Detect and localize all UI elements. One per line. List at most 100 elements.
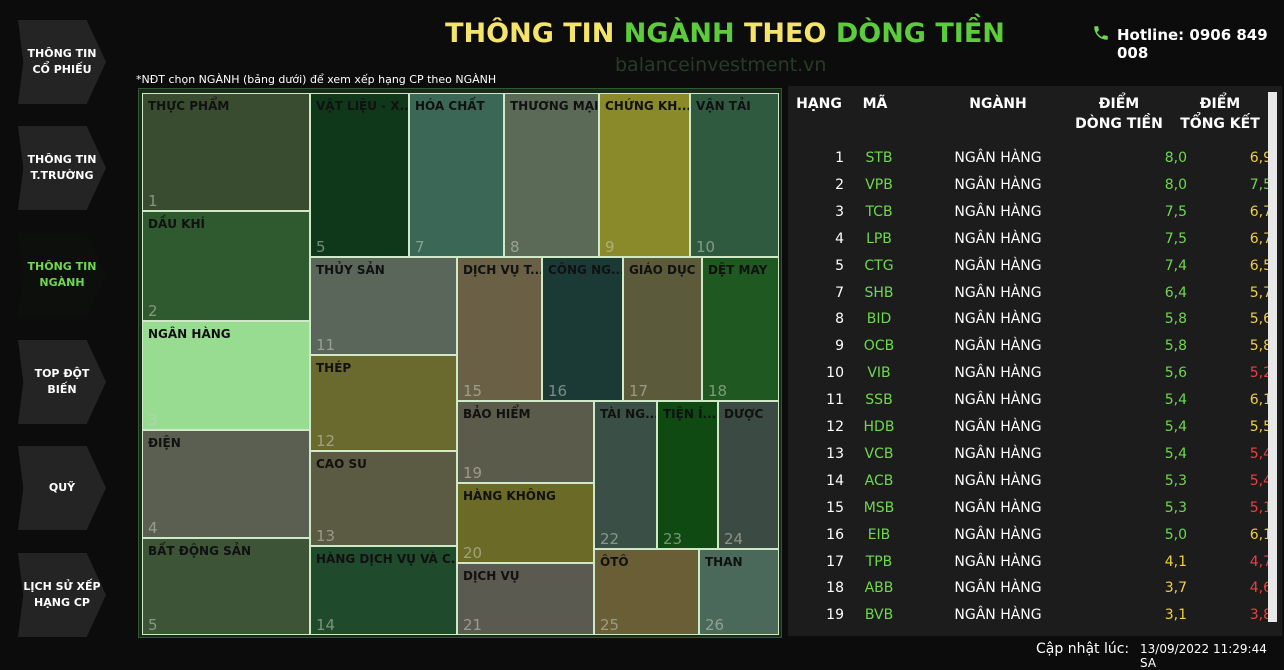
treemap-tile[interactable]: NGÂN HÀNG 3	[142, 321, 310, 430]
table-cell: VPB	[865, 176, 893, 193]
header-line: ĐIỂM	[1098, 96, 1140, 112]
treemap-tile[interactable]: DƯỢC 24	[718, 401, 779, 549]
treemap-tile[interactable]: DẦU KHÍ 2	[142, 211, 310, 321]
ranking-table: HẠNG MÃ NGÀNH ĐIỂM DÒNG TIỀN ĐIỂM TỔNG KẾT 1 STB…	[788, 86, 1282, 636]
tile-label: BẢO HIỂM	[463, 407, 531, 421]
table-cell: 5,3	[1164, 472, 1187, 489]
tile-label: THAN	[705, 555, 743, 569]
treemap-tile[interactable]: THỰC PHẨM 1	[142, 93, 310, 211]
table-cell: 4	[835, 230, 844, 247]
table-row[interactable]: 15 MSB NGÂN HÀNG 5,3 5,1	[788, 500, 1282, 522]
treemap-tile[interactable]: HÀNG DỊCH VỤ VÀ C... 14	[310, 546, 457, 635]
table-cell: 7,5	[1164, 203, 1187, 220]
table-cell: 5,6	[1249, 311, 1272, 328]
nav-item[interactable]: THÔNG TIN T.TRƯỜNG	[18, 126, 106, 210]
table-cell: OCB	[863, 338, 895, 355]
table-row[interactable]: 18 ABB NGÂN HÀNG 3,7 4,6	[788, 580, 1282, 602]
table-cell: 4,7	[1249, 553, 1272, 570]
table-cell: SSB	[865, 392, 893, 409]
table-row[interactable]: 3 TCB NGÂN HÀNG 7,5 6,7	[788, 204, 1282, 226]
tile-number: 19	[463, 464, 483, 482]
table-row[interactable]: 2 VPB NGÂN HÀNG 8,0 7,5	[788, 177, 1282, 199]
tile-number: 13	[316, 527, 336, 545]
table-row[interactable]: 11 SSB NGÂN HÀNG 5,4 6,1	[788, 392, 1282, 414]
treemap-tile[interactable]: CAO SU 13	[310, 451, 457, 546]
table-row[interactable]: 16 EIB NGÂN HÀNG 5,0 6,1	[788, 527, 1282, 549]
treemap-tile[interactable]: VẬT LIỆU - X... 5	[310, 93, 409, 257]
table-row[interactable]: 12 HDB NGÂN HÀNG 5,4 5,5	[788, 419, 1282, 441]
column-header: HẠNG	[796, 96, 842, 112]
treemap-tile[interactable]: CÔNG NG... 16	[542, 257, 623, 401]
treemap-tile[interactable]: VẬN TẢI 10	[690, 93, 779, 257]
tile-label: CHỨNG KH...	[605, 99, 690, 113]
treemap-tile[interactable]: CHỨNG KH... 9	[599, 93, 690, 257]
table-cell: 6,7	[1249, 230, 1272, 247]
tile-number: 11	[316, 336, 336, 354]
table-cell: NGÂN HÀNG	[954, 338, 1042, 355]
treemap-tile[interactable]: HÀNG KHÔNG 20	[457, 483, 594, 563]
treemap-tile[interactable]: THÉP 12	[310, 355, 457, 451]
nav-item[interactable]: QUỸ	[18, 446, 106, 530]
table-cell: NGÂN HÀNG	[954, 553, 1042, 570]
treemap-tile[interactable]: GIÁO DỤC 17	[623, 257, 702, 401]
treemap-tile[interactable]: ÔTÔ 25	[594, 549, 699, 635]
table-row[interactable]: 19 BVB NGÂN HÀNG 3,1 3,8	[788, 607, 1282, 629]
tile-label: VẬT LIỆU - X...	[316, 99, 409, 113]
nav-item[interactable]: THÔNG TIN CỔ PHIẾU	[18, 20, 106, 104]
table-row[interactable]: 9 OCB NGÂN HÀNG 5,8 5,8	[788, 338, 1282, 360]
tile-label: HÀNG DỊCH VỤ VÀ C...	[316, 552, 457, 566]
table-row[interactable]: 17 TPB NGÂN HÀNG 4,1 4,7	[788, 554, 1282, 576]
treemap-tile[interactable]: THỦY SẢN 11	[310, 257, 457, 355]
tile-label: THƯƠNG MẠI	[510, 99, 599, 113]
nav-item[interactable]: LỊCH SỬ XẾP HẠNG CP	[18, 553, 106, 637]
table-cell: 6,4	[1164, 284, 1187, 301]
title: THÔNG TIN NGÀNH THEO DÒNG TIỀN	[0, 18, 1284, 49]
treemap-tile[interactable]: TIỆN Í... 23	[657, 401, 718, 549]
nav-item[interactable]: THÔNG TIN NGÀNH	[18, 233, 106, 317]
table-cell: NGÂN HÀNG	[954, 445, 1042, 462]
table-cell: 17	[826, 553, 844, 570]
header-line: DÒNG TIỀN	[1075, 116, 1163, 132]
scrollbar[interactable]	[1268, 92, 1277, 622]
treemap: THỰC PHẨM 1 DẦU KHÍ 2 NGÂN HÀNG 3 ĐIỆN 4 BẤT ĐỘN…	[138, 88, 782, 638]
table-cell: NGÂN HÀNG	[954, 392, 1042, 409]
table-row[interactable]: 7 SHB NGÂN HÀNG 6,4 5,7	[788, 285, 1282, 307]
table-cell: 19	[826, 607, 844, 624]
treemap-tile[interactable]: BẢO HIỂM 19	[457, 401, 594, 483]
title-part: THÔNG TIN	[445, 18, 615, 49]
treemap-tile[interactable]: THAN 26	[699, 549, 779, 635]
table-cell: 5,3	[1164, 499, 1187, 516]
treemap-tile[interactable]: DỆT MAY 18	[702, 257, 779, 401]
table-row[interactable]: 1 STB NGÂN HÀNG 8,0 6,9	[788, 150, 1282, 172]
tile-number: 16	[548, 382, 568, 400]
nav-line: THÔNG TIN	[27, 260, 97, 273]
table-row[interactable]: 14 ACB NGÂN HÀNG 5,3 5,4	[788, 473, 1282, 495]
treemap-tile[interactable]: DỊCH VỤ 21	[457, 563, 594, 635]
treemap-tile[interactable]: HÓA CHẤT 7	[409, 93, 504, 257]
column-header: NGÀNH	[969, 96, 1027, 112]
table-row[interactable]: 13 VCB NGÂN HÀNG 5,4 5,4	[788, 446, 1282, 468]
nav-line: CỔ PHIẾU	[32, 63, 92, 76]
table-row[interactable]: 4 LPB NGÂN HÀNG 7,5 6,7	[788, 231, 1282, 253]
header-line: TỔNG KẾT	[1180, 116, 1260, 132]
table-cell: 8,0	[1164, 150, 1187, 166]
table-row[interactable]: 10 VIB NGÂN HÀNG 5,6 5,2	[788, 365, 1282, 387]
watermark: balanceinvestment.vn	[615, 54, 827, 76]
nav-line: TOP ĐỘT	[34, 367, 90, 380]
treemap-tile[interactable]: TÀI NG... 22	[594, 401, 657, 549]
treemap-tile[interactable]: BẤT ĐỘNG SẢN 5	[142, 538, 310, 635]
tile-label: BẤT ĐỘNG SẢN	[148, 544, 252, 558]
table-cell: 5,4	[1164, 419, 1187, 435]
table-cell: 4,1	[1164, 553, 1187, 570]
treemap-tile[interactable]: THƯƠNG MẠI 8	[504, 93, 599, 257]
table-row[interactable]: 8 BID NGÂN HÀNG 5,8 5,6	[788, 311, 1282, 333]
table-cell: 12	[826, 419, 844, 435]
treemap-tile[interactable]: DỊCH VỤ T... 15	[457, 257, 542, 401]
table-row[interactable]: 5 CTG NGÂN HÀNG 7,4 6,5	[788, 258, 1282, 280]
treemap-tile[interactable]: ĐIỆN 4	[142, 430, 310, 538]
hotline[interactable]: Hotline: 0906 849 008	[1117, 26, 1268, 62]
nav-item[interactable]: TOP ĐỘT BIẾN	[18, 340, 106, 424]
table-cell: LPB	[866, 230, 892, 247]
tile-label: THỰC PHẨM	[148, 99, 230, 113]
table-cell: 8	[835, 311, 844, 328]
